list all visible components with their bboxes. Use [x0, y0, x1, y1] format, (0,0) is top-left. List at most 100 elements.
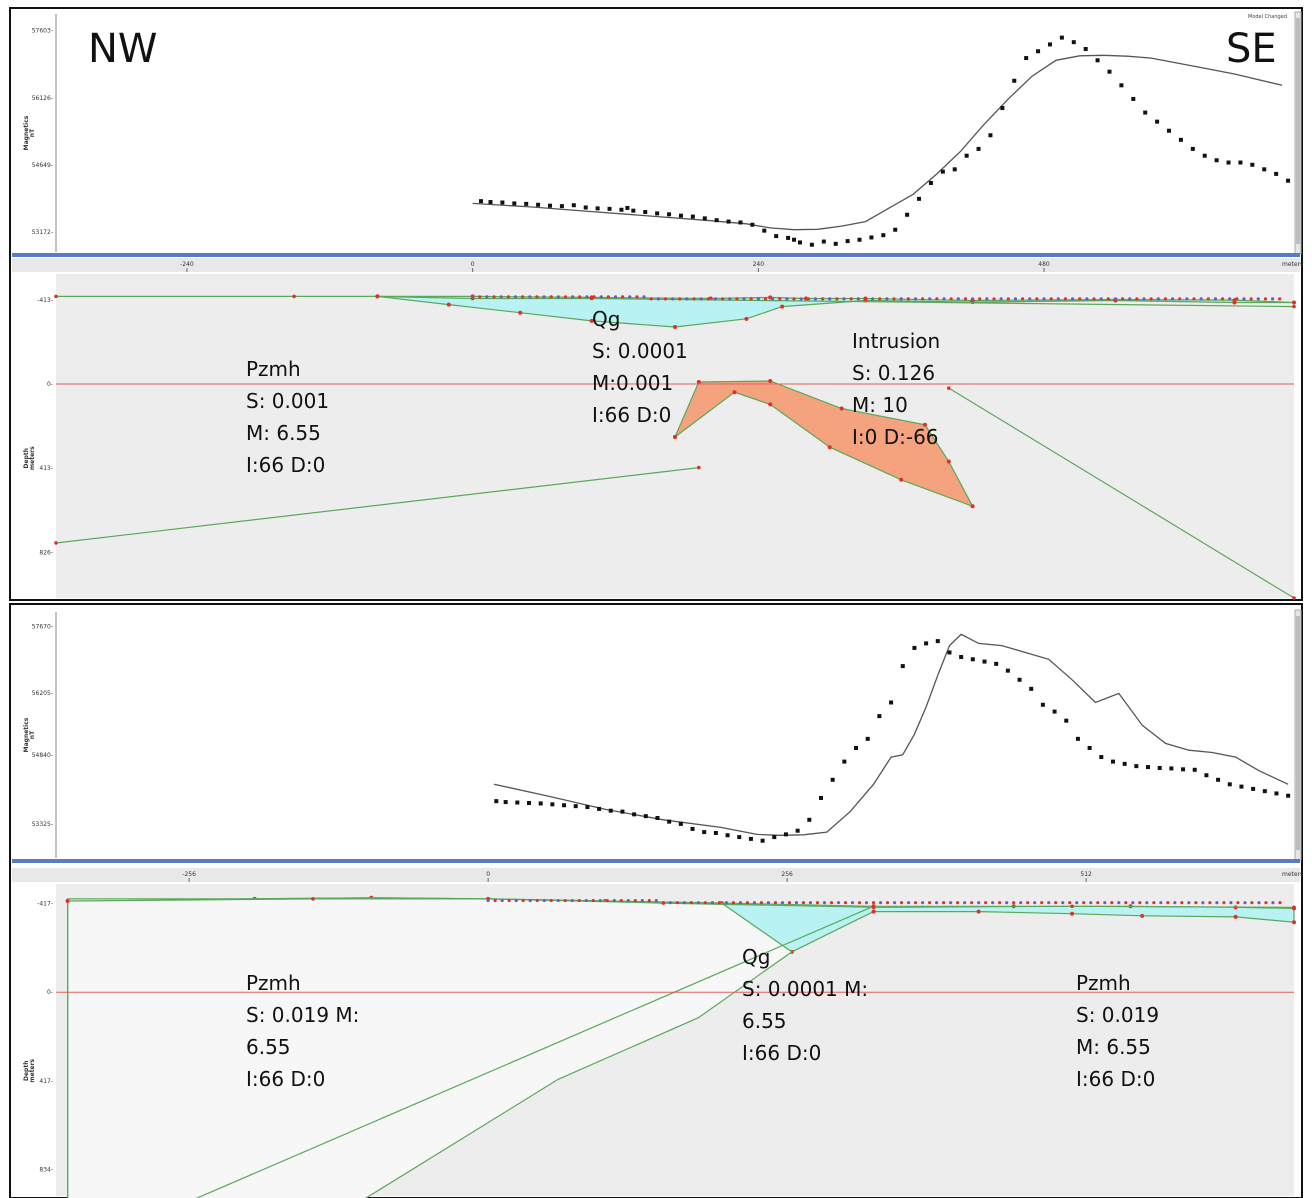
model-1-magnetics-observed-point — [619, 207, 624, 212]
model-1-magnetics-observed-point — [1286, 178, 1291, 183]
model-2-magnetics-plot-area — [56, 612, 1294, 858]
model-1-depth-body-vertex — [827, 445, 832, 450]
model-2-depth-station-marker — [619, 898, 623, 903]
model-2-magnetics-scrollbar-thumb — [1296, 616, 1300, 850]
model-2-magnetics-observed-point — [912, 645, 917, 650]
model-2-depth-station-marker — [514, 898, 518, 903]
model-1-magnetics-observed-point — [512, 201, 517, 206]
model-1-depth-contact-vertex — [54, 541, 58, 545]
model-1-magnetics-observed-point — [643, 210, 648, 215]
x-unit-label-1: meters — [1282, 261, 1303, 268]
model-1-depth-station-marker — [821, 297, 825, 301]
model-2-depth-station-marker — [717, 901, 721, 905]
model-2-depth-station-marker — [696, 901, 700, 905]
model-2-depth-station-marker — [991, 901, 995, 905]
model-2-depth-station-marker — [921, 901, 925, 905]
model-2-magnetics-observed-point — [515, 800, 520, 805]
model-2-magnetics-observed-point — [550, 802, 555, 807]
model-1-magnetics-observed-point — [1024, 56, 1029, 61]
model-1-depth-station-marker — [542, 295, 546, 299]
model-2-depth-station-marker — [752, 901, 757, 905]
model-1-magnetics-observed-point — [1059, 35, 1064, 40]
model-2-depth-station-marker — [1208, 901, 1212, 905]
model-2-depth-station-marker — [956, 901, 960, 905]
model-1-magnetics-observed-point — [1071, 40, 1076, 45]
model-2-depth-station-marker — [1068, 901, 1072, 905]
model-2-depth-station-marker — [710, 901, 714, 905]
model-2-depth-station-marker — [885, 901, 890, 905]
model-2-depth-body-vertex — [1070, 911, 1075, 916]
model-2-depth-station-marker — [949, 901, 953, 905]
model-2-depth-unit-label-pzmh: Pzmh — [246, 971, 301, 995]
model-1-magnetics-observed-point — [1238, 160, 1243, 165]
model-1-magnetics-observed-point — [607, 206, 612, 211]
model-1-depth-station-marker — [849, 297, 853, 301]
model-2-depth-station-marker — [850, 901, 855, 905]
model-1-magnetics-y-axis-unit: nT — [29, 128, 36, 137]
model-2-depth-station-marker — [1152, 901, 1156, 905]
model-1-depth-station-marker — [513, 295, 518, 299]
nw-direction-label: NW — [88, 26, 157, 72]
model-1-magnetics-observed-point — [792, 237, 797, 242]
model-2-depth-station-marker — [780, 901, 785, 905]
model-2-depth-contact-vertex — [1292, 905, 1296, 910]
model-2-depth-station-marker — [815, 901, 820, 905]
model-1-depth-station-marker — [935, 297, 939, 301]
model-2-depth-body-vertex — [976, 909, 981, 914]
model-1-magnetics-observed-point — [905, 212, 910, 217]
model-2-depth-station-marker — [1012, 901, 1016, 905]
model-1-magnetics-observed-point — [881, 233, 886, 238]
model-1-depth-contact-vertex — [1292, 596, 1296, 600]
model-2-depth-station-marker — [682, 901, 686, 905]
model-2-magnetics-observed-point — [1274, 791, 1279, 796]
model-2-depth-contact-vertex — [65, 899, 70, 903]
model-2-depth-station-marker — [1243, 901, 1247, 905]
model-2-depth-station-marker — [605, 898, 609, 903]
model-2-depth-station-marker — [1264, 901, 1268, 905]
model-2-depth-station-marker — [1026, 901, 1030, 905]
model-2-depth-station-marker — [1180, 901, 1184, 905]
model-2-magnetics-observed-point — [1239, 784, 1244, 789]
model-1-depth-station-marker — [1070, 297, 1075, 301]
model-2-magnetics-observed-point — [503, 800, 508, 805]
model-2-magnetics-observed-point — [1227, 782, 1232, 787]
model-2-depth-unit-label-pzmh: S: 0.019 — [1076, 1003, 1159, 1027]
model-1-magnetics-observed-point — [1250, 162, 1255, 167]
model-1-depth-station-marker — [685, 297, 689, 301]
model-2-magnetics-observed-point — [1286, 793, 1291, 798]
model-2-magnetics-observed-point — [1157, 765, 1162, 770]
model-1-magnetics-observed-point — [964, 153, 969, 158]
model-1-depth-station-marker — [1049, 297, 1053, 301]
model-2-depth-station-marker — [1166, 901, 1170, 905]
model-1-depth-station-marker — [1270, 297, 1275, 301]
model-1-magnetics-observed-point — [478, 199, 483, 204]
model-1-depth-station-marker — [871, 297, 875, 301]
model-1-magnetics-observed-point — [488, 200, 493, 205]
model-2-magnetics-observed-point — [667, 819, 672, 824]
model-2-depth-unit-label-pzmh: S: 0.019 M: — [246, 1003, 359, 1027]
model-2-magnetics-observed-point — [889, 700, 894, 705]
model-2-depth-unit-label-pzmh: 6.55 — [246, 1035, 291, 1059]
model-1-depth-station-marker — [842, 297, 846, 301]
model-changed-note: Model Changed — [1248, 14, 1287, 20]
model-1-magnetics-observed-point — [625, 205, 630, 210]
model-2-magnetics-observed-point — [924, 641, 929, 646]
model-1-depth-station-marker — [599, 295, 603, 299]
model-2-depth-station-marker — [766, 901, 771, 905]
model-2-depth-x-tick-label: 512 — [1080, 871, 1092, 878]
model-1-depth-station-marker — [1185, 297, 1189, 301]
model-1-depth-station-marker — [1135, 297, 1139, 301]
model-2-depth-station-marker — [1229, 901, 1233, 905]
model-1-depth-unit-label-intrusion: S: 0.126 — [852, 361, 935, 385]
model-1-magnetics-model-curve — [472, 54, 1283, 231]
model-1-depth-station-marker — [992, 297, 996, 301]
model-1-depth-station-marker — [1028, 297, 1032, 301]
model-1-magnetics-observed-point — [1226, 160, 1231, 165]
model-2-magnetics-model-curve — [493, 633, 1289, 836]
model-2-depth-station-marker — [1271, 901, 1275, 905]
model-1-depth-station-marker — [485, 295, 489, 299]
model-2-magnetics-observed-point — [783, 832, 788, 837]
model-1-depth-station-marker — [970, 297, 975, 301]
model-1-depth-body-vertex — [946, 459, 951, 464]
